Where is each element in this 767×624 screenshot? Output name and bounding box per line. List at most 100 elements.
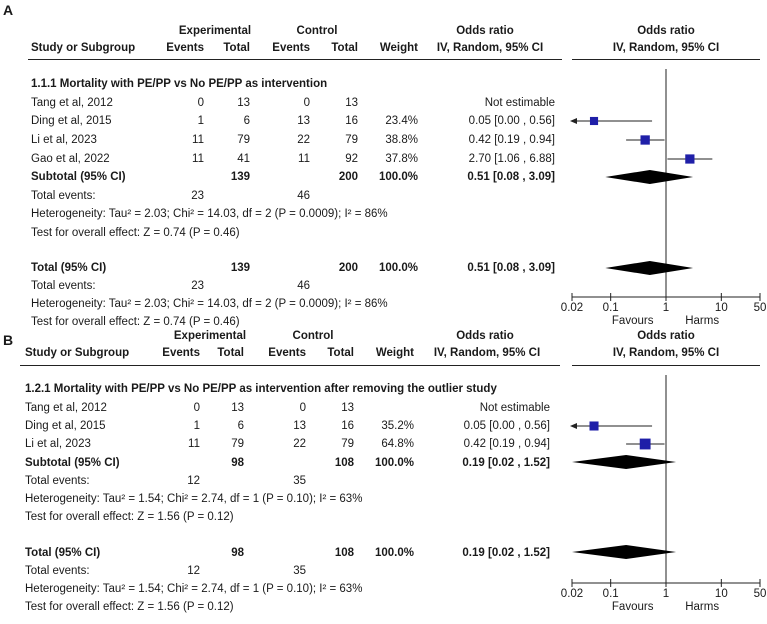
study-name: Tang et al, 2012	[31, 97, 113, 109]
ctl-total: 16	[345, 115, 358, 127]
x-tick-label: 10	[715, 302, 728, 314]
weight: 35.2%	[381, 420, 414, 432]
favours-left-label: Favours	[612, 601, 654, 613]
total-diamond	[605, 261, 694, 275]
total-weight: 100.0%	[378, 262, 418, 274]
total-exp-total: 139	[230, 262, 250, 274]
exp-events: 11	[188, 438, 200, 450]
total-events-exp: 12	[187, 475, 200, 487]
total-ci: 0.51 [0.08 , 3.09]	[467, 262, 555, 274]
study-header: Study or Subgroup	[31, 42, 136, 54]
total-ci: 0.19 [0.02 , 1.52]	[462, 547, 550, 559]
ctl-events: 22	[293, 438, 306, 450]
or-title-left: Odds ratio	[456, 25, 514, 37]
exp-events: 1	[197, 115, 204, 127]
subtotal-diamond	[605, 170, 694, 184]
exp-total-header: Total	[223, 42, 250, 54]
subtotal-diamond	[572, 455, 677, 469]
total-events-exp: 23	[191, 280, 204, 292]
total-label: Total (95% CI)	[25, 547, 101, 559]
header-rule-plot	[572, 365, 760, 366]
ctl-total: 16	[341, 420, 354, 432]
favours-left-label: Favours	[612, 315, 654, 327]
weight: 38.8%	[385, 134, 418, 146]
x-tick-label: 50	[754, 302, 767, 314]
panel-label-b: B	[3, 332, 14, 348]
study-name: Ding et al, 2015	[25, 420, 106, 432]
or-method-right: IV, Random, 95% CI	[612, 347, 720, 359]
total-events-exp: 12	[187, 565, 200, 577]
ci-text: Not estimable	[479, 402, 550, 414]
or-method-left: IV, Random, 95% CI	[433, 347, 541, 359]
ctl-events: 0	[303, 97, 310, 109]
favours-right-label: Harms	[685, 601, 719, 613]
subtotal-label: Subtotal (95% CI)	[25, 457, 120, 469]
total-events-ctl: 35	[293, 565, 306, 577]
heterogeneity: Heterogeneity: Tau² = 2.03; Chi² = 14.03…	[31, 208, 388, 220]
header-rule-plot	[572, 59, 760, 60]
study-name: Tang et al, 2012	[25, 402, 107, 414]
total-events-label: Total events:	[31, 190, 96, 202]
weight-header: Weight	[375, 347, 414, 359]
exp-events: 11	[192, 153, 204, 165]
ctl-events: 11	[298, 153, 310, 165]
ctl-total-header: Total	[327, 347, 354, 359]
ctl-total: 79	[345, 134, 358, 146]
ctl-total: 79	[341, 438, 354, 450]
exp-events: 11	[192, 134, 204, 146]
experimental-header: Experimental	[178, 25, 252, 37]
subtotal-weight: 100.0%	[374, 457, 414, 469]
x-tick-label: 0.1	[603, 302, 619, 314]
x-tick-label: 50	[754, 588, 767, 600]
subgroup-title: 1.1.1 Mortality with PE/PP vs No PE/PP a…	[31, 78, 328, 90]
x-tick-label: 1	[663, 302, 669, 314]
total-label: Total (95% CI)	[31, 262, 107, 274]
subgroup-title: 1.2.1 Mortality with PE/PP vs No PE/PP a…	[25, 383, 497, 395]
subtotal-weight: 100.0%	[378, 171, 418, 183]
control-header: Control	[292, 330, 334, 342]
ctl-total-header: Total	[331, 42, 358, 54]
heterogeneity: Heterogeneity: Tau² = 1.54; Chi² = 2.74,…	[25, 493, 363, 505]
ctl-events: 0	[299, 402, 306, 414]
ci-text: 0.05 [0.00 , 0.56]	[468, 115, 555, 127]
overall-effect: Test for overall effect: Z = 1.56 (P = 0…	[25, 601, 234, 613]
exp-events: 0	[197, 97, 204, 109]
x-tick-label: 0.1	[603, 588, 619, 600]
weight: 23.4%	[385, 115, 418, 127]
study-marker	[685, 154, 695, 164]
study-header: Study or Subgroup	[25, 347, 130, 359]
ctl-events: 22	[297, 134, 310, 146]
overall-effect: Test for overall effect: Z = 1.56 (P = 0…	[25, 511, 234, 523]
panel-label-a: A	[3, 2, 14, 18]
experimental-header: Experimental	[173, 330, 247, 342]
ci-text: 0.42 [0.19 , 0.94]	[463, 438, 550, 450]
study-name: Li et al, 2023	[31, 134, 97, 146]
exp-total-header: Total	[217, 347, 244, 359]
weight-header: Weight	[379, 42, 418, 54]
exp-total: 6	[243, 115, 250, 127]
total-events-exp: 23	[191, 190, 204, 202]
exp-total: 79	[237, 134, 250, 146]
exp-events: 1	[193, 420, 200, 432]
total-events-ctl: 46	[297, 190, 310, 202]
ctl-total: 13	[345, 97, 358, 109]
weight: 64.8%	[381, 438, 414, 450]
study-marker	[589, 421, 599, 431]
total-ctl-total: 200	[338, 262, 358, 274]
total-events-label: Total events:	[25, 475, 90, 487]
header-rule	[20, 365, 560, 366]
total-events-label: Total events:	[25, 565, 90, 577]
ci-text: 0.42 [0.19 , 0.94]	[468, 134, 555, 146]
ctl-events: 13	[297, 115, 310, 127]
subtotal-ci: 0.51 [0.08 , 3.09]	[467, 171, 555, 183]
total-ctl-total: 108	[334, 547, 354, 559]
total-events-ctl: 35	[293, 475, 306, 487]
exp-events-header: Events	[162, 347, 200, 359]
x-tick-label: 10	[715, 588, 728, 600]
header-rule	[28, 59, 562, 60]
study-marker	[589, 116, 599, 126]
overall-effect: Test for overall effect: Z = 0.74 (P = 0…	[31, 227, 240, 239]
exp-total: 13	[231, 402, 244, 414]
ctl-events: 13	[293, 420, 306, 432]
